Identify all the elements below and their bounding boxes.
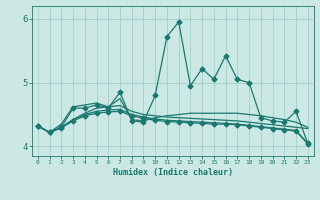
- X-axis label: Humidex (Indice chaleur): Humidex (Indice chaleur): [113, 168, 233, 177]
